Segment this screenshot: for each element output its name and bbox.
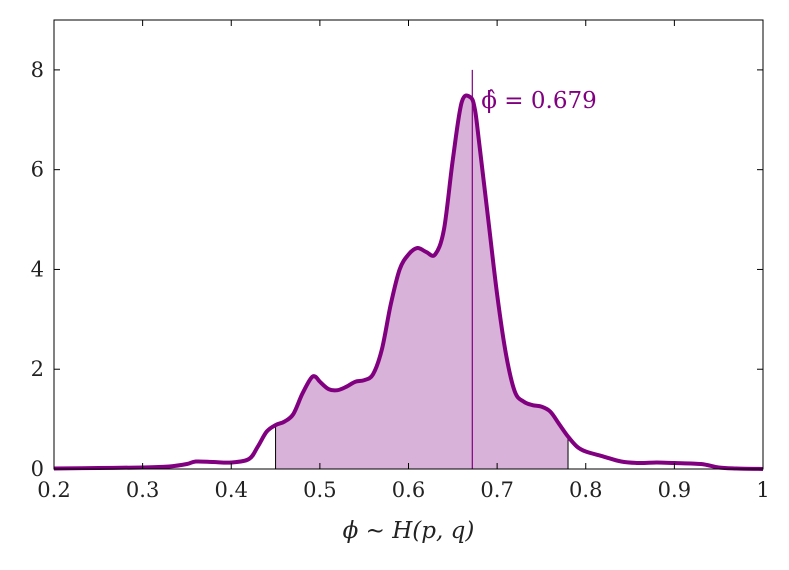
axis-ticks	[53, 20, 764, 470]
x-axis-label: ϕ ∼ H(p, q)	[343, 518, 475, 544]
x-tick-label: 0.2	[37, 478, 70, 502]
x-tick-label: 0.5	[303, 478, 336, 502]
x-tick-label: 0.7	[480, 478, 513, 502]
y-tick-label: 6	[31, 158, 44, 182]
shaded-area-edges	[275, 425, 569, 469]
shaded-area	[275, 95, 569, 470]
x-tick-label: 0.6	[392, 478, 425, 502]
x-tick-label: 1	[756, 478, 769, 502]
y-tick-label: 4	[31, 257, 44, 281]
density-curve	[53, 93, 764, 471]
x-tick-label: 0.9	[658, 478, 691, 502]
y-tick-label: 0	[31, 457, 44, 481]
y-tick-label: 2	[31, 357, 44, 381]
estimate-annotation: ϕ̂ = 0.679	[481, 88, 596, 114]
x-tick-label: 0.4	[215, 478, 248, 502]
x-tick-labels: 0.2 0.3 0.4 0.5 0.6 0.7 0.8 0.9 1	[37, 478, 769, 502]
y-tick-labels: 0 2 4 6 8	[31, 58, 44, 481]
x-tick-label: 0.8	[569, 478, 602, 502]
y-tick-label: 8	[31, 58, 44, 82]
x-tick-label: 0.3	[126, 478, 159, 502]
